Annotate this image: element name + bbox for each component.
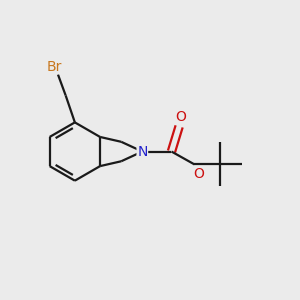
Text: O: O — [193, 167, 204, 181]
Text: N: N — [137, 145, 148, 158]
Text: Br: Br — [46, 60, 62, 74]
Text: O: O — [175, 110, 186, 124]
